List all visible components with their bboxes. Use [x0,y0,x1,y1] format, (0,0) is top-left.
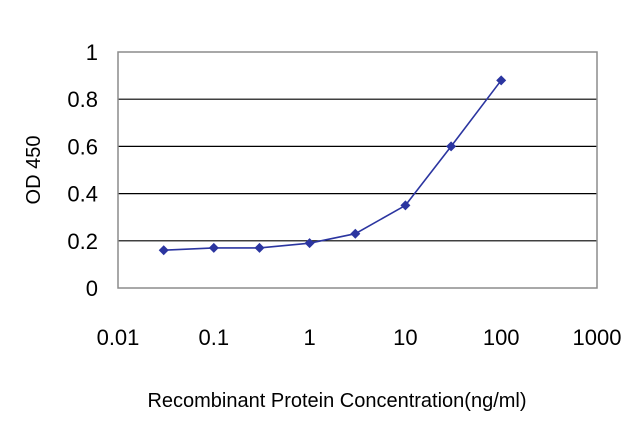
x-tick-label: 10 [393,325,417,350]
data-point-marker [446,141,457,152]
series-layer [158,75,507,256]
y-axis-label: OD 450 [23,136,45,205]
y-tick-label: 0.4 [67,182,98,207]
data-point-marker [400,200,411,211]
grid-lines [118,98,597,242]
y-tick-labels: 0 0.2 0.4 0.6 0.8 1 [67,40,98,301]
y-tick-label: 1 [86,40,98,65]
x-tick-label: 1000 [573,325,622,350]
y-tick-label: 0.2 [67,229,98,254]
x-tick-label: 100 [483,325,520,350]
data-point-marker [304,238,315,249]
x-tick-label: 0.1 [199,325,230,350]
data-point-marker [254,242,265,253]
y-tick-label: 0.6 [67,134,98,159]
series-line [163,79,502,251]
x-axis-label: Recombinant Protein Concentration(ng/ml) [147,390,526,412]
data-point-marker [496,75,507,86]
x-tick-label: 1 [303,325,315,350]
y-tick-label: 0.8 [67,87,98,112]
x-tick-labels: 0.01 0.1 1 10 100 1000 [97,325,622,350]
data-point-marker [350,228,361,239]
plot-area-frame [117,51,598,289]
data-point-marker [158,245,169,256]
x-tick-label: 0.01 [97,325,140,350]
data-point-marker [208,242,219,253]
y-tick-label: 0 [86,276,98,301]
